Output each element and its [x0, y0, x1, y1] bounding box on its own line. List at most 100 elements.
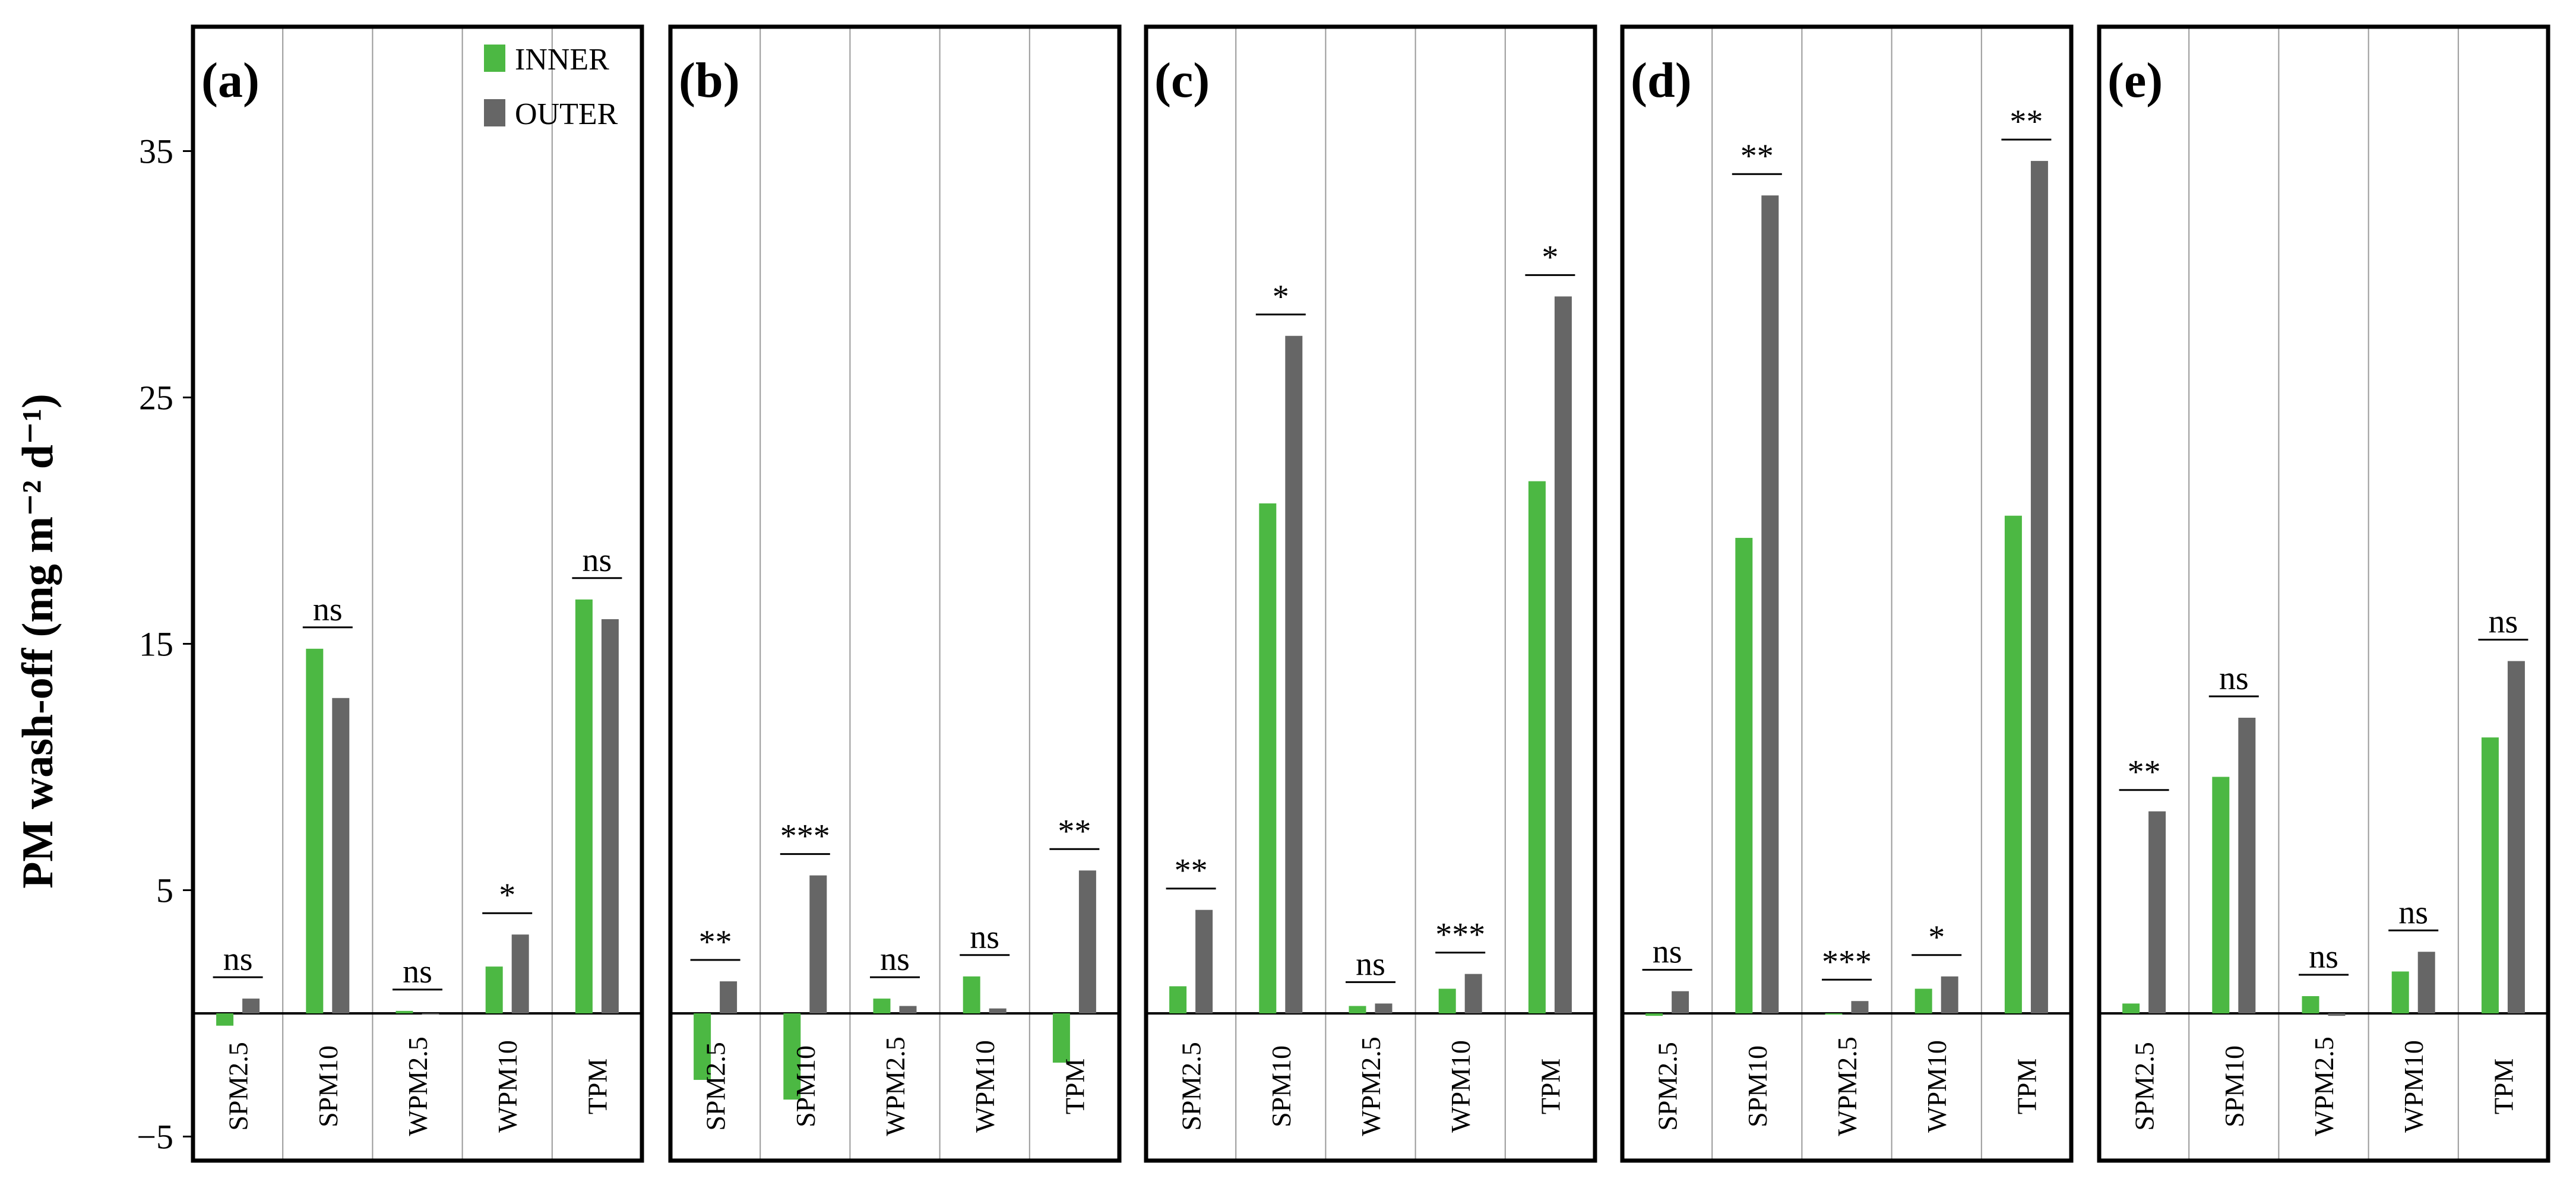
significance-label: ns [403, 953, 432, 990]
bar-inner [1825, 1013, 1843, 1015]
bar-outer [809, 875, 827, 1013]
panel-frame [1144, 24, 1597, 1163]
significance-label: ns [583, 542, 612, 579]
bar-inner [395, 1010, 413, 1013]
category-label: WPM10 [1445, 1040, 1476, 1133]
bar-inner [575, 599, 593, 1013]
category-label: SPM10 [313, 1045, 343, 1127]
significance-label: * [499, 877, 515, 914]
category-label: SPM10 [790, 1045, 821, 1127]
category-label: WPM2.5 [1356, 1037, 1386, 1136]
bar-inner [216, 1013, 234, 1026]
category-label: SPM2.5 [223, 1042, 254, 1131]
category-label: SPM2.5 [1653, 1042, 1683, 1131]
category-label: WPM2.5 [880, 1037, 910, 1136]
y-axis-ticks: −5 5 15 25 35 [137, 132, 193, 1156]
panel: ** SPM2.5 *** SPM10 ns WPM2.5 ns WPM10 ** TPM (b) [668, 24, 1122, 1163]
bar-outer [1375, 1003, 1393, 1013]
panel-frame [1620, 24, 2074, 1163]
bar-outer [2148, 811, 2166, 1013]
legend-entry: INNER [515, 43, 609, 77]
panel-label: (c) [1154, 53, 1210, 108]
category-label: WPM2.5 [2309, 1037, 2339, 1136]
legend-swatch [484, 99, 505, 126]
category-label: WPM10 [492, 1040, 523, 1133]
bar-inner [783, 1013, 801, 1100]
bar-outer [1285, 335, 1303, 1013]
bar-inner [1169, 986, 1187, 1013]
bar-inner [1052, 1013, 1070, 1063]
y-tick-label: 25 [139, 379, 173, 417]
bar-outer [511, 934, 529, 1013]
category-label: SPM10 [1266, 1045, 1296, 1127]
bar-inner [306, 648, 324, 1013]
panels: nsSPM2.5nsSPM10nsWPM2.5*WPM10nsTPM(a)**S… [191, 24, 2550, 1163]
significance-label: ** [1175, 852, 1208, 889]
significance-label: ns [2219, 660, 2249, 697]
y-tick-label: −5 [137, 1118, 173, 1156]
panel-frame [668, 24, 1122, 1163]
category-label: TPM [1535, 1058, 1565, 1115]
panel-frame [2097, 24, 2550, 1163]
bar-outer [1464, 974, 1482, 1013]
category-label: SPM2.5 [2129, 1042, 2160, 1131]
significance-label: ns [2398, 894, 2428, 931]
significance-label: ns [1356, 946, 1385, 982]
bar-outer [989, 1008, 1007, 1013]
significance-label: * [1273, 278, 1289, 315]
significance-label: ns [880, 941, 910, 978]
significance-label: ns [2489, 604, 2518, 641]
bar-outer [242, 999, 260, 1013]
y-tick-label: 5 [156, 871, 173, 910]
bar-inner [873, 999, 891, 1013]
bar-inner [2481, 737, 2499, 1013]
bar-inner [2122, 1003, 2140, 1013]
bar-outer [2507, 661, 2525, 1013]
category-label: TPM [582, 1058, 612, 1115]
y-tick-label: 15 [139, 625, 173, 664]
significance-label: *** [1822, 943, 1872, 980]
bar-outer [1195, 909, 1213, 1013]
bar-outer [1554, 296, 1572, 1014]
bar-outer [899, 1006, 917, 1013]
panel-label: (a) [201, 53, 260, 108]
panel: ns SPM2.5 ns SPM10 ns WPM2.5 * WPM10 ns TPM (a) [191, 24, 644, 1163]
bar-inner [1259, 503, 1277, 1013]
bar-inner [2302, 996, 2319, 1013]
bar-outer [2417, 952, 2435, 1013]
y-axis-label: PM wash-off (mg m⁻² d⁻¹) [14, 394, 62, 889]
panel-label: (e) [2107, 53, 2163, 108]
bar-inner [1914, 988, 1932, 1013]
significance-label: ** [1058, 813, 1091, 850]
category-label: TPM [2011, 1058, 2042, 1115]
bar-outer [2030, 161, 2048, 1014]
panel: ** SPM2.5 ns SPM10 ns WPM2.5 ns WPM10 ns TPM (e) [2097, 24, 2550, 1163]
legend-swatch [484, 45, 505, 72]
legend: INNER OUTER [484, 43, 618, 131]
significance-label: *** [1435, 917, 1485, 953]
category-label: SPM2.5 [1176, 1042, 1207, 1131]
bar-outer [601, 619, 619, 1013]
significance-label: ns [223, 941, 253, 978]
bar-inner [485, 966, 503, 1013]
bar-outer [1851, 1001, 1869, 1013]
bar-outer [1761, 195, 1779, 1014]
bar-inner [2391, 971, 2409, 1013]
significance-label: *** [780, 818, 830, 855]
significance-label: * [1542, 239, 1558, 275]
category-label: TPM [2488, 1058, 2518, 1115]
significance-label: ** [2128, 754, 2161, 791]
bar-outer [1672, 991, 1689, 1013]
y-tick-label: 35 [139, 132, 173, 171]
category-label: WPM10 [1922, 1040, 1952, 1133]
significance-label: ns [313, 591, 343, 628]
significance-label: ns [1653, 934, 1682, 971]
significance-label: ns [970, 919, 999, 956]
category-label: SPM2.5 [701, 1042, 731, 1131]
category-label: WPM2.5 [1832, 1037, 1862, 1136]
category-label: WPM10 [970, 1040, 1000, 1133]
bar-outer [1078, 870, 1096, 1013]
bar-outer [332, 698, 350, 1013]
category-label: WPM2.5 [403, 1037, 433, 1136]
